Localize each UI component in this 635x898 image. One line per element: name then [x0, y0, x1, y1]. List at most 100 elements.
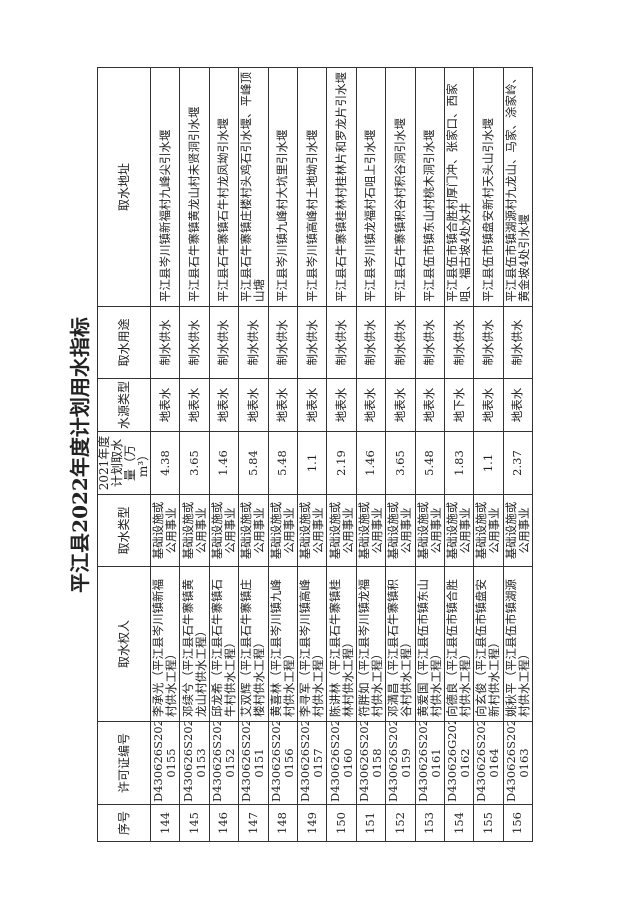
cell-source-type: 地表水 — [179, 378, 210, 432]
cell-intake-type: 基础设施或公用事业 — [473, 494, 504, 567]
cell-usage: 制水供水 — [473, 306, 504, 379]
cell-usage: 制水供水 — [503, 306, 533, 379]
cell-permit-no: D430626S2021-0153 — [179, 721, 210, 805]
table-row: 146 D430626S2021-0152 邱龙希（平江县石牛寨镇石牛村供水工程）基… — [209, 67, 239, 842]
header-row: 序号 许可证编号 取水权人 取水类型 2021年度计划取水量（万m³） 水源类型… — [97, 67, 151, 842]
cell-source-type: 地表水 — [415, 378, 445, 432]
cell-planned-volume: 3.65 — [179, 431, 210, 495]
cell-address: 平江县石牛寨镇石牛村龙凤坳引水堰 — [209, 67, 239, 307]
cell-permit-no: D430626S2021-0161 — [415, 721, 445, 805]
cell-usage: 制水供水 — [209, 306, 239, 379]
cell-index: 144 — [150, 804, 180, 842]
table-row: 150 D430626S2021-0160 陈讲林（平江县石牛寨镇桂林村供水工程）基… — [326, 67, 357, 842]
cell-planned-volume: 1.46 — [209, 431, 239, 495]
cell-address: 平江县伍市镇合胜村厚门冲、张家口、西家咀、福古坡4处水井 — [444, 67, 474, 307]
cell-planned-volume: 1.1 — [297, 431, 327, 495]
cell-planned-volume: 1.83 — [444, 431, 474, 495]
table-row: 144 D430626S2021-0155 李承光（平江县岑川镇新福村供水工程） 基础… — [150, 67, 180, 842]
cell-index: 155 — [473, 804, 504, 842]
cell-source-type: 地表水 — [238, 378, 269, 432]
table-row: 152 D430626S2021-0159 邓満昌（平江县石牛寨镇积谷村供水工程）基… — [385, 67, 416, 842]
cell-address: 平江县伍市镇东山村桃木洞引水堰 — [415, 67, 445, 307]
cell-index: 147 — [238, 804, 269, 842]
header-usage: 取水用途 — [97, 306, 151, 379]
cell-source-type: 地表水 — [209, 378, 239, 432]
cell-address: 平江县岑川镇龙福村石咀上引水堰 — [356, 67, 386, 307]
cell-intake-type: 基础设施或公用事业 — [444, 494, 474, 567]
cell-source-type: 地表水 — [150, 378, 180, 432]
cell-source-type: 地表水 — [473, 378, 504, 432]
cell-holder: 艾双辉（平江县石牛寨镇庄楼村供水工程） — [238, 566, 269, 722]
cell-intake-type: 基础设施或公用事业 — [150, 494, 180, 567]
header-source-type: 水源类型 — [97, 378, 151, 432]
cell-intake-type: 基础设施或公用事业 — [326, 494, 357, 567]
cell-planned-volume: 4.38 — [150, 431, 180, 495]
table-row: 147 D430626S2021-0151 艾双辉（平江县石牛寨镇庄楼村供水工程）基… — [238, 67, 269, 842]
table-row: 156 D430626S2021-0163 姚秋平（平江县伍市镇湖源村供水工程） 基础… — [503, 67, 533, 842]
cell-source-type: 地表水 — [356, 378, 386, 432]
cell-planned-volume: 2.19 — [326, 431, 357, 495]
cell-intake-type: 基础设施或公用事业 — [503, 494, 533, 567]
cell-index: 156 — [503, 804, 533, 842]
cell-holder: 邱龙希（平江县石牛寨镇石牛村供水工程） — [209, 566, 239, 722]
cell-holder: 李承光（平江县岑川镇新福村供水工程） — [150, 566, 180, 722]
header-planned-volume: 2021年度计划取水量（万m³） — [97, 431, 151, 495]
cell-planned-volume: 5.48 — [415, 431, 445, 495]
cell-holder: 邓续兮（平江县石牛寨镇黄龙山村供水工程） — [179, 566, 210, 722]
header-intake-type: 取水类型 — [97, 494, 151, 567]
cell-index: 153 — [415, 804, 445, 842]
cell-intake-type: 基础设施或公用事业 — [356, 494, 386, 567]
cell-address: 平江县岑川镇高峰村土地坳引水堰 — [297, 67, 327, 307]
cell-usage: 制水供水 — [268, 306, 298, 379]
cell-source-type: 地下水 — [444, 378, 474, 432]
cell-permit-no: D430626S2021-0160 — [326, 721, 357, 805]
cell-index: 152 — [385, 804, 416, 842]
cell-planned-volume: 1.1 — [473, 431, 504, 495]
cell-source-type: 地表水 — [385, 378, 416, 432]
cell-planned-volume: 3.65 — [385, 431, 416, 495]
cell-permit-no: D430626S2021-0151 — [238, 721, 269, 805]
cell-address: 平江县石牛寨镇积谷村积谷洞引水堰 — [385, 67, 416, 307]
header-permit-no: 许可证编号 — [97, 721, 151, 805]
cell-permit-no: D430626S2021-0159 — [385, 721, 416, 805]
cell-holder: 李寻军（平江县岑川镇高峰村供水工程） — [297, 566, 327, 722]
cell-usage: 制水供水 — [179, 306, 210, 379]
cell-usage: 制水供水 — [238, 306, 269, 379]
cell-intake-type: 基础设施或公用事业 — [415, 494, 445, 567]
cell-planned-volume: 5.48 — [268, 431, 298, 495]
cell-intake-type: 基础设施或公用事业 — [297, 494, 327, 567]
cell-usage: 制水供水 — [385, 306, 416, 379]
cell-source-type: 地表水 — [326, 378, 357, 432]
cell-holder: 姚秋平（平江县伍市镇湖源村供水工程） — [503, 566, 533, 722]
cell-permit-no: D430626S2021-0155 — [150, 721, 180, 805]
cell-address: 平江县石牛寨镇桂林村桂林片和罗龙片引水堰 — [326, 67, 357, 307]
cell-usage: 制水供水 — [444, 306, 474, 379]
cell-index: 149 — [297, 804, 327, 842]
cell-intake-type: 基础设施或公用事业 — [385, 494, 416, 567]
cell-address: 平江县岑川镇九峰村大坑里引水堰 — [268, 67, 298, 307]
table-row: 154 D430626G2021-0162 向德良（平江县伍市镇合胜村供水工程） 基础… — [444, 67, 474, 842]
cell-index: 150 — [326, 804, 357, 842]
table-row: 155 D430626S2021-0164 向玄俊（平江县伍市镇盘安新村供水工程）基… — [473, 67, 504, 842]
cell-usage: 制水供水 — [326, 306, 357, 379]
cell-source-type: 地表水 — [297, 378, 327, 432]
table-row: 145 D430626S2021-0153 邓续兮（平江县石牛寨镇黄龙山村供水工程）… — [179, 67, 210, 842]
header-holder: 取水权人 — [97, 566, 151, 722]
cell-usage: 制水供水 — [297, 306, 327, 379]
table-row: 151 D430626S2021-0158 符胖如（平江县岑川镇龙福村供水工程） 基础… — [356, 67, 386, 842]
cell-intake-type: 基础设施或公用事业 — [268, 494, 298, 567]
cell-index: 154 — [444, 804, 474, 842]
cell-holder: 陈讲林（平江县石牛寨镇桂林村供水工程） — [326, 566, 357, 722]
cell-index: 148 — [268, 804, 298, 842]
cell-address: 平江县石牛寨镇黄龙山村未贤洞引水堰 — [179, 67, 210, 307]
cell-index: 146 — [209, 804, 239, 842]
cell-holder: 邓満昌（平江县石牛寨镇积谷村供水工程） — [385, 566, 416, 722]
cell-address: 平江县石牛寨镇庄楼村头鸡石引水堰、平峰顶山塘 — [238, 67, 269, 307]
cell-usage: 制水供水 — [356, 306, 386, 379]
cell-permit-no: D430626S2021-0156 — [268, 721, 298, 805]
header-address: 取水地址 — [97, 67, 151, 307]
cell-intake-type: 基础设施或公用事业 — [179, 494, 210, 567]
cell-address: 平江县伍市镇盘安新村天头山引水堰 — [473, 67, 504, 307]
cell-planned-volume: 5.84 — [238, 431, 269, 495]
document-title: 平江县2022年度计划用水指标 — [67, 317, 92, 593]
